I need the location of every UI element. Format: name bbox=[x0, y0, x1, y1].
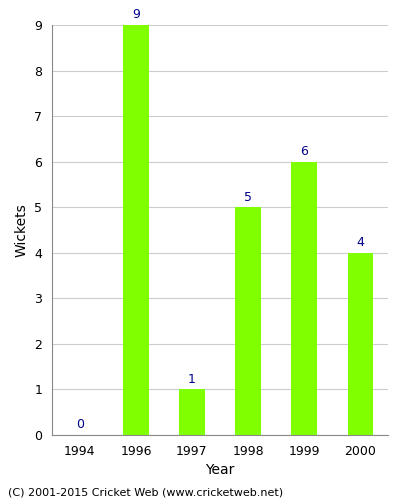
Text: 5: 5 bbox=[244, 190, 252, 203]
Text: 4: 4 bbox=[356, 236, 364, 249]
Text: 1: 1 bbox=[188, 373, 196, 386]
Bar bbox=[123, 25, 148, 435]
Bar bbox=[348, 253, 373, 435]
X-axis label: Year: Year bbox=[205, 464, 235, 477]
Bar bbox=[292, 162, 317, 435]
Text: (C) 2001-2015 Cricket Web (www.cricketweb.net): (C) 2001-2015 Cricket Web (www.cricketwe… bbox=[8, 488, 283, 498]
Bar bbox=[179, 390, 204, 435]
Bar bbox=[236, 207, 261, 435]
Text: 9: 9 bbox=[132, 8, 140, 22]
Y-axis label: Wickets: Wickets bbox=[15, 203, 29, 257]
Text: 6: 6 bbox=[300, 145, 308, 158]
Text: 0: 0 bbox=[76, 418, 84, 432]
